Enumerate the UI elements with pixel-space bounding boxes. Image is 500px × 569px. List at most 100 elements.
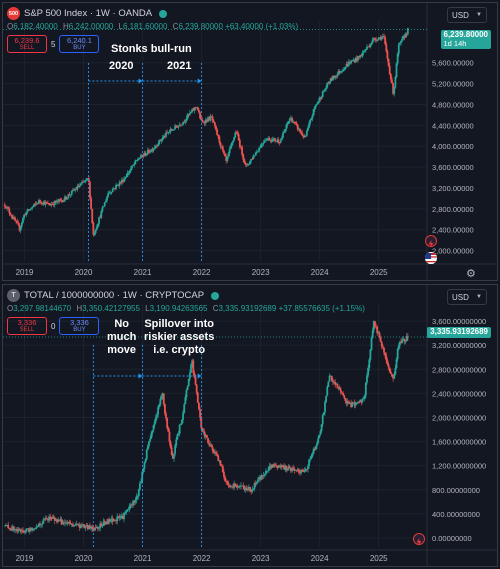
candle-body — [190, 364, 192, 373]
sell-button[interactable]: 6,239.6 SELL — [7, 35, 47, 54]
crypto-total-chart-panel[interactable]: 3,600.00000000 3,200.00000000 2,800.000000… — [2, 284, 498, 567]
candle-body — [162, 393, 165, 405]
currency-select[interactable]: USD ▼ — [447, 7, 487, 23]
candle-body — [385, 44, 388, 52]
close-label: C — [172, 22, 179, 31]
candle-body — [123, 513, 125, 520]
candle-body — [7, 207, 10, 209]
candle-body — [69, 523, 72, 525]
gear-icon[interactable]: ⚙ — [466, 268, 476, 280]
candle-body — [93, 233, 96, 235]
candle-body — [401, 339, 404, 343]
symbol-title[interactable]: S&P 500 Index · 1W · OANDA — [24, 8, 153, 19]
candle-body — [183, 404, 186, 413]
x-tick-label: 2019 — [16, 554, 34, 563]
close-value: 3,335.93192689 — [218, 304, 277, 313]
buy-button[interactable]: 3,336 BUY — [59, 317, 100, 336]
y-tick-label: 4,000.00000 — [432, 142, 474, 151]
close-value: 6,239.80000 — [178, 22, 223, 31]
candle-body — [39, 200, 41, 202]
candle-body — [307, 127, 309, 132]
us-flag-icon[interactable] — [425, 252, 437, 264]
candle-body — [30, 208, 32, 210]
candle-body — [213, 452, 216, 453]
candle-body — [381, 346, 384, 348]
sp500-chart-panel[interactable]: 5,600.00000 5,200.00000 4,800.00000 4,400.0… — [2, 2, 498, 281]
candle-body — [134, 500, 137, 503]
candle-body — [336, 384, 339, 389]
open-label: O — [7, 304, 14, 313]
candle-body — [266, 138, 268, 141]
candle-body — [313, 106, 316, 110]
candle-body — [284, 465, 287, 470]
candle-body — [333, 381, 335, 383]
candle-body — [101, 207, 104, 212]
annotation-2020: 2020 — [109, 60, 134, 72]
candle-body — [177, 433, 180, 435]
candle-body — [196, 107, 199, 111]
candle-body — [283, 131, 286, 133]
x-tick-label: 2024 — [311, 554, 329, 563]
candle-body — [151, 149, 154, 151]
candle-body — [83, 524, 86, 528]
candle-body — [52, 517, 55, 518]
candle-body — [259, 477, 262, 480]
sp500-chart[interactable]: 5,600.00000 5,200.00000 4,800.00000 4,400.0… — [3, 3, 498, 281]
buy-button[interactable]: 6,240.1 BUY — [59, 35, 100, 54]
candle-body — [216, 454, 219, 456]
candle-body — [74, 525, 77, 526]
candle-body — [129, 168, 132, 171]
candle-body — [157, 407, 159, 415]
candle-body — [395, 63, 398, 77]
candle-body — [278, 465, 281, 467]
candle-body — [109, 192, 112, 194]
candle-body — [31, 527, 33, 531]
candle-body — [361, 52, 364, 57]
candle-body — [301, 470, 304, 471]
y-tick-label: 4,800.00000 — [432, 100, 474, 109]
y-tick-label: 2,000.00000000 — [432, 413, 486, 422]
candle-body — [136, 159, 139, 161]
candle-body — [262, 475, 265, 476]
candle-body — [391, 373, 393, 377]
candle-body — [174, 125, 177, 130]
candle-body — [235, 132, 238, 134]
candle-body — [77, 185, 80, 187]
candle-body — [150, 149, 153, 152]
candle-body — [179, 423, 182, 425]
candle-body — [360, 399, 363, 403]
candle-body — [225, 156, 228, 161]
candle-body — [54, 519, 57, 521]
candle-body — [15, 220, 18, 222]
candle-body — [245, 488, 248, 491]
candle-body — [135, 496, 138, 501]
candle-body — [230, 142, 233, 146]
flash-icon[interactable] — [425, 235, 437, 248]
candle-body — [282, 465, 284, 466]
candle-body — [95, 227, 98, 230]
candle-body — [83, 181, 86, 183]
candle-body — [176, 126, 179, 128]
crypto-total-chart[interactable]: 3,600.00000000 3,200.00000000 2,800.000000… — [3, 285, 498, 567]
candle-body — [334, 381, 337, 385]
candle-body — [169, 129, 172, 132]
close-label: C — [212, 304, 219, 313]
candle-body — [367, 46, 370, 48]
sell-button[interactable]: 3,336 SELL — [7, 317, 47, 336]
candle-body — [279, 140, 282, 143]
symbol-title[interactable]: TOTAL / 1000000000 · 1W · CRYPTOCAP — [24, 290, 205, 301]
candle-body — [327, 381, 330, 387]
candle-body — [47, 203, 49, 204]
candle-body — [307, 465, 309, 470]
candle-body — [332, 380, 334, 383]
flash-icon[interactable] — [413, 533, 425, 546]
candle-body — [75, 189, 78, 190]
currency-select[interactable]: USD ▼ — [447, 289, 487, 305]
candle-body — [193, 373, 196, 378]
candle-body — [150, 433, 153, 439]
currency-value: USD — [452, 292, 469, 302]
candle-body — [91, 208, 94, 223]
candle-body — [143, 152, 146, 156]
candle-body — [97, 223, 99, 228]
candle-body — [9, 213, 12, 216]
